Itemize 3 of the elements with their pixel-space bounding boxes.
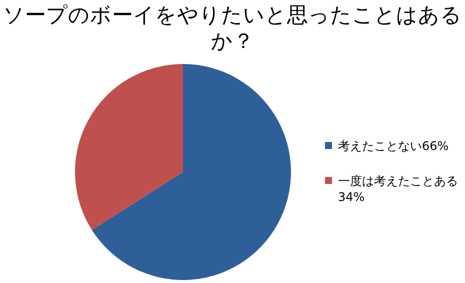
legend-label: 一度は考えたことある34%: [338, 173, 459, 204]
legend-label: 考えたことない66%: [338, 138, 449, 155]
chart-title: ソープのボーイをやりたいと思ったことはあるか？: [2, 2, 463, 54]
